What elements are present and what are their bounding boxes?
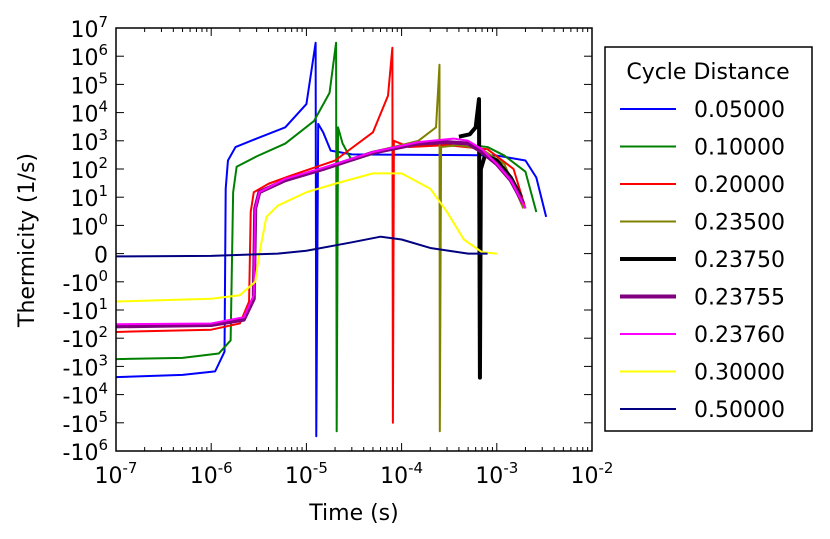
series-line-5	[458, 97, 523, 380]
y-tick-label: -105	[63, 408, 108, 438]
x-tick-label: 10-7	[95, 459, 138, 489]
series-line-9	[115, 235, 488, 258]
series-line-2	[115, 41, 538, 433]
x-axis-label: Time (s)	[308, 501, 398, 526]
legend: Cycle Distance 0.05000 0.10000 0.20000 0.23…	[604, 46, 813, 432]
y-tick-label: -102	[63, 323, 108, 353]
legend-label-2: 0.10000	[694, 136, 785, 161]
x-tick-label: 10-2	[571, 459, 614, 489]
legend-label-5: 0.23750	[694, 248, 785, 273]
y-tick-label: 100	[70, 210, 108, 240]
y-tick-label: -104	[63, 380, 108, 410]
tick-layer: 10-7 10-6 10-5 10-4 10-3 10-21071061051041031…	[63, 13, 614, 489]
series-line-8	[115, 172, 497, 303]
legend-label-7: 0.23760	[694, 323, 785, 348]
y-tick-label: -100	[63, 267, 108, 297]
x-tick-label: 10-6	[190, 459, 233, 489]
plot-frame	[115, 27, 593, 452]
legend-label-9: 0.50000	[694, 398, 785, 423]
legend-label-6: 0.23755	[694, 286, 785, 311]
y-tick-label: 0	[94, 244, 108, 269]
y-tick-label: 103	[70, 126, 108, 156]
y-tick-label: -101	[63, 295, 108, 325]
series-line-3	[115, 46, 527, 424]
legend-box	[604, 46, 813, 432]
y-tick-label: 106	[70, 41, 108, 71]
legend-title: Cycle Distance	[626, 60, 789, 85]
y-tick-label: 105	[70, 69, 108, 99]
y-tick-label: 101	[70, 182, 108, 212]
x-tick-label: 10-5	[285, 459, 328, 489]
legend-label-8: 0.30000	[694, 361, 785, 386]
y-tick-label: -106	[63, 436, 108, 466]
series-line-7	[115, 137, 527, 326]
legend-label-3: 0.20000	[694, 173, 785, 198]
legend-label-1: 0.05000	[694, 98, 785, 123]
legend-label-4: 0.23500	[694, 211, 785, 236]
series-layer	[115, 41, 548, 438]
y-tick-label: -103	[63, 351, 108, 381]
y-tick-label: 104	[70, 98, 108, 128]
x-tick-label: 10-4	[380, 459, 423, 489]
y-tick-label: 107	[70, 13, 108, 43]
x-tick-label: 10-3	[475, 459, 518, 489]
series-line-1	[115, 41, 548, 438]
y-tick-label: 102	[70, 154, 108, 184]
y-axis-label: Thermicity (1/s)	[15, 153, 40, 328]
